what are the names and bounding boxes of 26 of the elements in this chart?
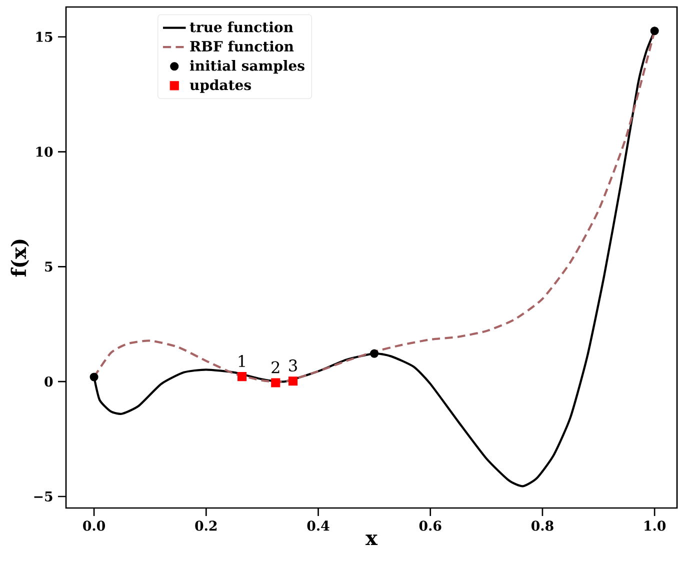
x-tick-label: 0.4	[307, 520, 330, 531]
annotation: 1	[238, 355, 245, 367]
y-tick-label: 5	[45, 262, 52, 272]
y-tick-label: 0	[44, 376, 53, 387]
x-tick-label: 0.8	[532, 520, 554, 531]
point	[90, 372, 98, 382]
point	[288, 376, 298, 386]
annotation: 2	[272, 361, 280, 374]
point	[370, 349, 379, 358]
y-tick-label: −5	[34, 492, 52, 502]
point	[650, 26, 659, 36]
legend-label: RBF function	[190, 40, 294, 52]
point	[271, 378, 280, 388]
legend-label: true function	[190, 21, 294, 32]
annotation: 3	[289, 359, 297, 372]
x-tick-label: 1.0	[644, 520, 666, 531]
x-tick-label: 0.6	[419, 520, 442, 531]
legend-label: initial samples	[190, 60, 304, 74]
x-tick-label: 0.0	[83, 520, 106, 531]
y-tick-label: 10	[36, 146, 53, 157]
y-tick-label: 15	[36, 32, 52, 42]
x-axis-title: x	[366, 534, 378, 545]
x-tick-label: 0.2	[195, 520, 217, 531]
point	[237, 372, 247, 382]
legend-label: updates	[190, 79, 251, 93]
y-axis-title: f(x)	[10, 240, 30, 277]
